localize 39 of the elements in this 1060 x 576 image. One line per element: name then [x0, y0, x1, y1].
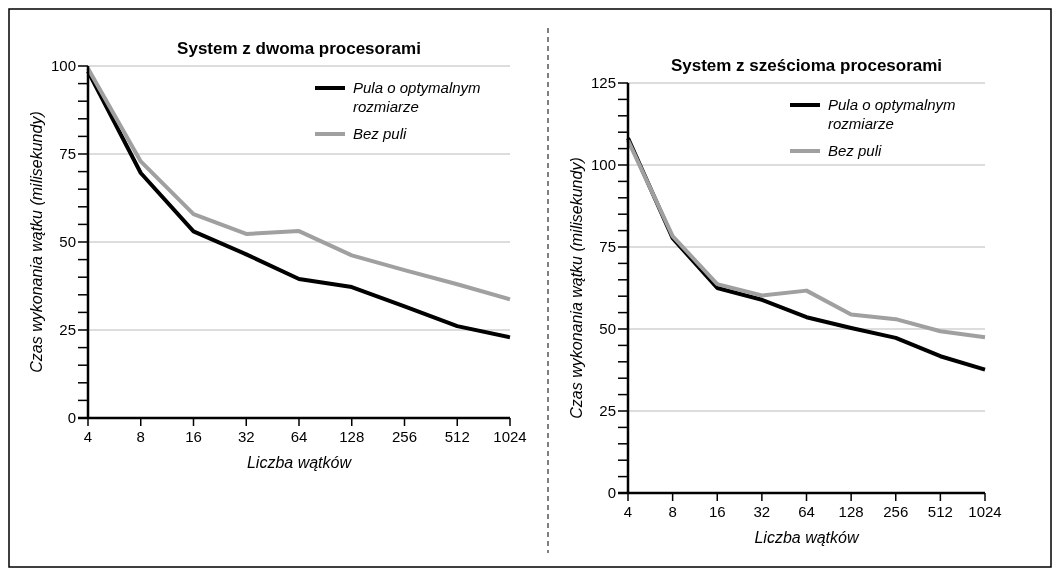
y-tick-label: 125 [590, 74, 616, 91]
x-axis-title: Liczba wątków [246, 454, 353, 471]
x-tick-label: 32 [237, 428, 255, 445]
legend-label: Bez puli [353, 125, 408, 142]
x-tick-label: 256 [883, 503, 909, 520]
y-tick-label: 100 [50, 57, 76, 74]
x-tick-label: 8 [136, 428, 145, 445]
y-tick-label: 25 [59, 321, 76, 338]
x-tick-label: 32 [753, 503, 771, 520]
x-tick-label: 128 [838, 503, 864, 520]
chart-title: System z dwoma procesorami [177, 39, 421, 58]
y-tick-label: 50 [599, 320, 616, 337]
x-tick-label: 4 [623, 503, 633, 520]
x-tick-label: 512 [444, 428, 470, 445]
y-tick-label: 25 [599, 402, 616, 419]
chart-title: System z sześcioma procesorami [670, 56, 943, 75]
x-tick-label: 1024 [968, 503, 1002, 520]
x-tick-label: 256 [391, 428, 418, 445]
y-axis-title: Czas wykonania wątku (milisekundy) [28, 111, 45, 373]
y-tick-label: 50 [59, 233, 76, 250]
y-tick-label: 100 [590, 156, 616, 173]
x-tick-label: 128 [339, 428, 365, 445]
x-tick-label: 64 [798, 503, 815, 520]
y-tick-label: 0 [67, 409, 76, 426]
y-tick-label: 75 [59, 145, 76, 162]
x-tick-label: 16 [185, 428, 202, 445]
x-tick-label: 8 [668, 503, 677, 520]
x-tick-label: 512 [927, 503, 953, 520]
x-tick-label: 4 [83, 428, 93, 445]
x-tick-label: 16 [708, 503, 726, 520]
y-tick-label: 0 [607, 484, 616, 501]
x-tick-label: 64 [290, 428, 308, 445]
x-axis-title: Liczba wątków [754, 529, 860, 546]
legend-label: Pula o optymalnym rozmiarze [353, 79, 481, 115]
legend-label: Bez puli [828, 142, 883, 159]
x-tick-label: 1024 [493, 428, 527, 445]
y-axis-title: Czas wykonania wątku (milisekundy) [568, 157, 585, 419]
legend-label: Pula o optymalnym rozmiarze [828, 96, 956, 132]
y-tick-label: 75 [599, 238, 616, 255]
